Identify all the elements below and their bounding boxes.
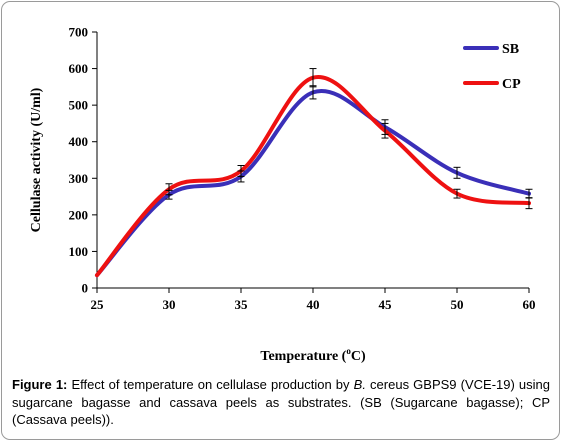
x-tick-label: 60: [523, 297, 536, 312]
error-bar-cp: [165, 183, 173, 196]
x-tick-label: 40: [307, 297, 320, 312]
y-tick-label: 300: [69, 171, 89, 186]
caption-text-after: cereus GBPS9 (VCE-19) using sugarcane ba…: [12, 377, 551, 427]
error-bar-cp: [381, 122, 389, 139]
y-tick-label: 600: [69, 61, 89, 76]
figure-caption: Figure 1: Effect of temperature on cellu…: [12, 376, 550, 429]
y-tick-label: 400: [69, 134, 89, 149]
x-tick-label: 30: [163, 297, 176, 312]
y-tick-label: 200: [69, 207, 89, 222]
error-bars: [165, 68, 533, 210]
error-bar-cp: [525, 197, 533, 210]
series-line-sb: [95, 88, 531, 278]
series-lines: [95, 75, 531, 278]
caption-label: Figure 1:: [12, 377, 68, 392]
x-axis-ticks: 25 30 35 40 45 50 60: [91, 288, 536, 312]
x-tick-label: 35: [235, 297, 249, 312]
x-tick-label: 50: [451, 297, 464, 312]
chart-plot: 0 100 200 300 400 500 600 700 25 30 35 40 45 50 60 SB…: [29, 25, 536, 365]
error-bar-cp: [453, 188, 461, 199]
y-tick-label: 500: [69, 98, 89, 113]
y-tick-label: 0: [82, 281, 89, 296]
caption-italic: B.: [353, 377, 366, 392]
caption-text-before: Effect of temperature on cellulase produ…: [67, 377, 354, 392]
error-bar-cp: [237, 164, 245, 177]
error-bar-sb: [453, 166, 461, 179]
y-tick-label: 700: [69, 25, 89, 40]
x-axis-title: Temperature (oC): [260, 346, 366, 364]
legend: SB CP: [463, 42, 521, 92]
legend-label-cp: CP: [502, 77, 521, 92]
x-tick-label: 25: [91, 297, 105, 312]
error-bar-cp: [309, 68, 317, 88]
y-tick-label: 100: [69, 244, 89, 259]
x-tick-label: 45: [379, 297, 393, 312]
y-axis-title: Cellulase activity (U/ml): [29, 87, 44, 232]
y-axis-ticks: 0 100 200 300 400 500 600 700: [69, 25, 97, 296]
legend-label-sb: SB: [502, 42, 519, 57]
